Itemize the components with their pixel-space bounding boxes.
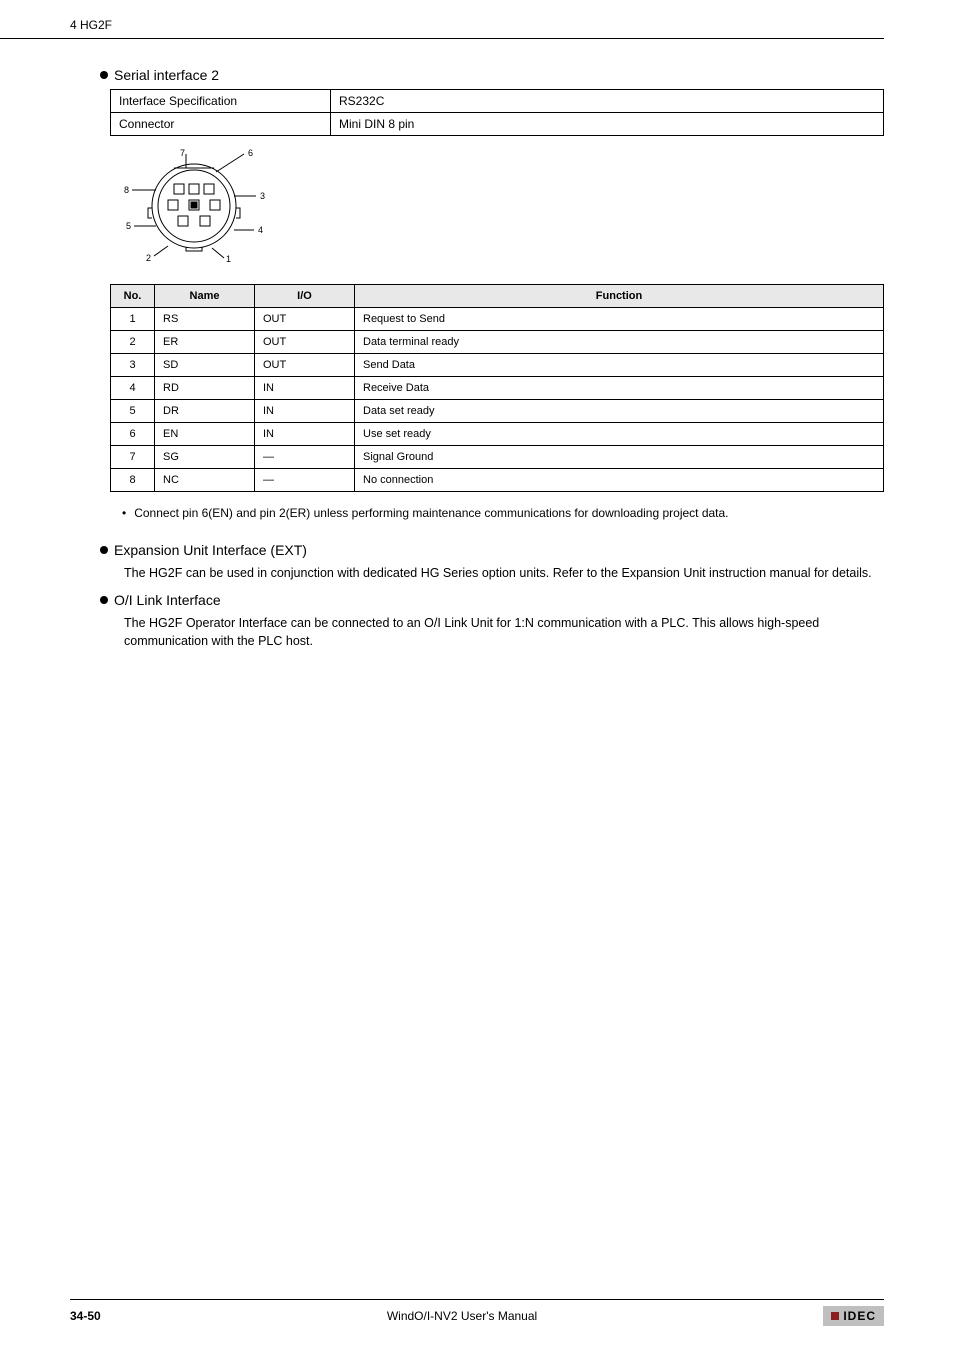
col-no: No. <box>111 285 155 308</box>
spec-value: RS232C <box>331 90 884 113</box>
header-section: 4 HG2F <box>70 18 112 32</box>
brand-text: IDEC <box>843 1309 876 1323</box>
pin-label-1: 1 <box>226 254 231 263</box>
spec-label: Interface Specification <box>111 90 331 113</box>
col-name: Name <box>155 285 255 308</box>
table-row: 7SG—Signal Ground <box>111 446 884 469</box>
spec-value: Mini DIN 8 pin <box>331 113 884 136</box>
pin-label-4: 4 <box>258 225 263 235</box>
bullet-icon <box>100 546 108 554</box>
pin-label-8: 8 <box>124 185 129 195</box>
table-row: 1RSOUTRequest to Send <box>111 308 884 331</box>
page-footer: 34-50 WindO/I-NV2 User's Manual IDEC <box>70 1299 884 1326</box>
manual-title: WindO/I-NV2 User's Manual <box>387 1309 537 1323</box>
pin-label-6: 6 <box>248 148 253 158</box>
table-row: 5DRINData set ready <box>111 400 884 423</box>
table-header-row: No. Name I/O Function <box>111 285 884 308</box>
table-row: 4RDINReceive Data <box>111 377 884 400</box>
bullet-icon <box>100 596 108 604</box>
page-number: 34-50 <box>70 1309 101 1323</box>
oilink-title: O/I Link Interface <box>114 592 221 608</box>
pin-label-7: 7 <box>180 148 185 158</box>
pin-label-2: 2 <box>146 253 151 263</box>
bullet-icon <box>100 71 108 79</box>
table-row: Connector Mini DIN 8 pin <box>111 113 884 136</box>
logo-square-icon <box>831 1312 839 1320</box>
table-row: 6ENINUse set ready <box>111 423 884 446</box>
table-row: 8NC—No connection <box>111 469 884 492</box>
note-text: Connect pin 6(EN) and pin 2(ER) unless p… <box>134 506 728 520</box>
serial2-title: Serial interface 2 <box>114 67 219 83</box>
col-function: Function <box>355 285 884 308</box>
serial2-note: • Connect pin 6(EN) and pin 2(ER) unless… <box>122 506 884 520</box>
table-row: Interface Specification RS232C <box>111 90 884 113</box>
col-io: I/O <box>255 285 355 308</box>
bullet-dot-icon: • <box>122 506 126 520</box>
pin-label-5: 5 <box>126 221 131 231</box>
spec-label: Connector <box>111 113 331 136</box>
connector-diagram: 7 6 8 3 5 4 2 1 <box>116 148 884 268</box>
expansion-title: Expansion Unit Interface (EXT) <box>114 542 307 558</box>
pin-label-3: 3 <box>260 191 265 201</box>
spec-table: Interface Specification RS232C Connector… <box>110 89 884 136</box>
expansion-body: The HG2F can be used in conjunction with… <box>124 564 884 582</box>
brand-logo: IDEC <box>823 1306 884 1326</box>
table-row: 3SDOUTSend Data <box>111 354 884 377</box>
table-row: 2EROUTData terminal ready <box>111 331 884 354</box>
pin-table: No. Name I/O Function 1RSOUTRequest to S… <box>110 284 884 492</box>
oilink-body: The HG2F Operator Interface can be conne… <box>124 614 884 650</box>
